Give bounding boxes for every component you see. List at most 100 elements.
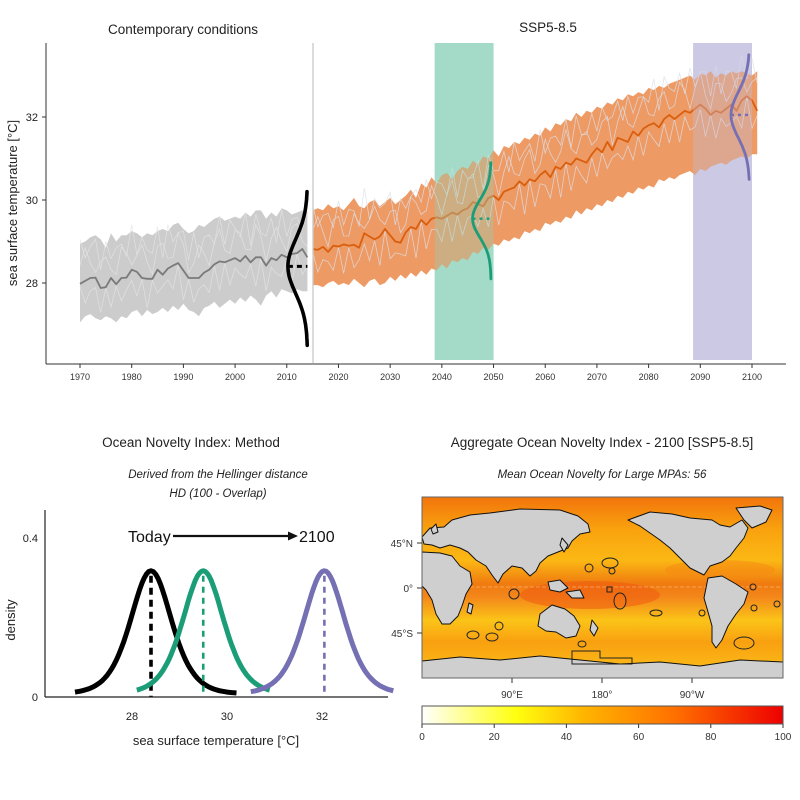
x-tick-label: 2020 xyxy=(328,372,348,382)
ensemble-band xyxy=(80,208,308,323)
land-africa xyxy=(422,551,473,625)
ensemble-member-line xyxy=(79,222,308,276)
map-lat-tick-label: 45°S xyxy=(391,629,413,640)
y-axis-label: sea surface temperature [°C] xyxy=(5,120,20,286)
x-tick-label: 2070 xyxy=(587,372,607,382)
colorbar-tick-label: 40 xyxy=(561,732,573,743)
colorbar xyxy=(421,705,784,725)
density-curve xyxy=(250,568,394,695)
arrow-right-icon xyxy=(288,531,298,541)
y-tick-label: 30 xyxy=(26,195,38,207)
timeseries-panel: Contemporary conditions SSP5-8.5 283032 … xyxy=(5,20,786,382)
colorbar-tick-label: 80 xyxy=(705,732,717,743)
density-y-tick-label: 0.4 xyxy=(23,533,38,545)
mpa-outline xyxy=(494,621,504,631)
land-new-guinea xyxy=(565,589,585,599)
x-tick-label: 1970 xyxy=(70,372,90,382)
colorbar-tick-label: 60 xyxy=(633,732,645,743)
y-tick-label: 28 xyxy=(26,278,38,290)
x-tick-label: 2050 xyxy=(484,372,504,382)
land-indonesia xyxy=(547,579,569,593)
colorbar-tick-label: 100 xyxy=(775,732,792,743)
land-uk xyxy=(430,523,439,535)
x-tick-label: 1980 xyxy=(122,372,142,382)
x-ticks: 1970 1980 1990 2000 2010 2020 2030 2040 2050 2060… xyxy=(70,364,762,382)
x-tick-label: 2040 xyxy=(432,372,452,382)
land-greenland xyxy=(735,505,773,529)
ensemble-band xyxy=(312,71,758,288)
map-lon-tick-label: 90°E xyxy=(501,690,523,701)
method-panel: Ocean Novelty Index: Method Derived from… xyxy=(3,435,394,748)
mpa-outline xyxy=(571,650,633,665)
x-tick-label: 2010 xyxy=(277,372,297,382)
ensemble-mean-line xyxy=(312,95,759,253)
land-japan xyxy=(559,537,569,553)
land-south-america xyxy=(703,575,749,649)
time-window-overlay xyxy=(693,43,752,360)
mpa-outline xyxy=(749,583,757,591)
map-lon-tick-label: 180° xyxy=(592,690,613,701)
mpa-outline xyxy=(649,609,663,617)
mpa-outline xyxy=(584,563,594,573)
mpa-outline xyxy=(608,567,616,575)
ensemble-member-line xyxy=(79,209,308,270)
map-lon-ticks: 90°E 180° 90°W xyxy=(501,678,705,701)
x-tick-label: 2030 xyxy=(380,372,400,382)
y-ticks: 28 30 32 xyxy=(26,112,46,290)
x-tick-label: 2060 xyxy=(535,372,555,382)
map-subtitle: Mean Ocean Novelty for Large MPAs: 56 xyxy=(498,469,707,481)
mpa-outline xyxy=(577,640,587,648)
density-y-tick-label: 0 xyxy=(32,692,38,704)
density-x-tick-label: 30 xyxy=(221,711,233,723)
density-y-axis-label: density xyxy=(3,599,18,641)
colorbar-tick-label: 0 xyxy=(419,732,425,743)
mpa-outline xyxy=(606,586,613,593)
method-subtitle-line2: HD (100 - Overlap) xyxy=(169,488,266,500)
density-x-axis-label: sea surface temperature [°C] xyxy=(133,733,299,748)
density-curves xyxy=(74,568,394,697)
ensemble-members xyxy=(79,55,758,313)
ensemble-means xyxy=(79,43,759,360)
annotation-today: Today xyxy=(128,529,171,546)
mpa-outline xyxy=(508,588,520,600)
mpa-outline xyxy=(773,600,781,608)
x-tick-label: 2000 xyxy=(225,372,245,382)
density-x-tick-label: 28 xyxy=(126,711,138,723)
annotation-2100: 2100 xyxy=(299,529,335,546)
mpa-outline xyxy=(698,609,706,617)
y-tick-label: 32 xyxy=(26,112,38,124)
distribution-curve xyxy=(286,189,309,348)
land-north-america xyxy=(627,511,749,576)
distribution-curve xyxy=(471,161,493,281)
time-window-overlay xyxy=(434,43,494,360)
map-area xyxy=(422,497,783,678)
mpa-outline xyxy=(466,630,480,640)
distribution-curve xyxy=(729,53,751,181)
map-lon-tick-label: 90°W xyxy=(680,690,705,701)
land-eurasia xyxy=(422,508,591,584)
method-title: Ocean Novelty Index: Method xyxy=(102,435,280,450)
x-tick-label: 2100 xyxy=(742,372,762,382)
distribution-curves xyxy=(286,53,751,348)
map-title: Aggregate Ocean Novelty Index - 2100 [SS… xyxy=(451,435,753,450)
land-masses xyxy=(422,505,783,678)
density-y-ticks: 00.4 xyxy=(23,533,38,704)
land-antarctica xyxy=(422,655,783,678)
mpa-outline xyxy=(485,632,499,642)
land-madagascar xyxy=(466,602,474,615)
title-ssp585: SSP5-8.5 xyxy=(519,20,577,35)
density-x-ticks: 28 30 32 xyxy=(126,711,328,723)
high-novelty-region xyxy=(520,581,660,609)
land-new-zealand xyxy=(589,619,599,637)
ensemble-member-line xyxy=(79,253,308,313)
x-tick-label: 1990 xyxy=(173,372,193,382)
map-lat-tick-label: 0° xyxy=(403,584,413,595)
title-contemporary: Contemporary conditions xyxy=(108,22,258,37)
map-lat-ticks: 45°N 0° 45°S xyxy=(391,539,422,640)
mpa-outline xyxy=(733,636,755,650)
mpa-outlines xyxy=(466,557,781,665)
x-tick-label: 2080 xyxy=(639,372,659,382)
map-panel: Aggregate Ocean Novelty Index - 2100 [SS… xyxy=(391,435,792,743)
mpa-outline xyxy=(601,557,619,569)
